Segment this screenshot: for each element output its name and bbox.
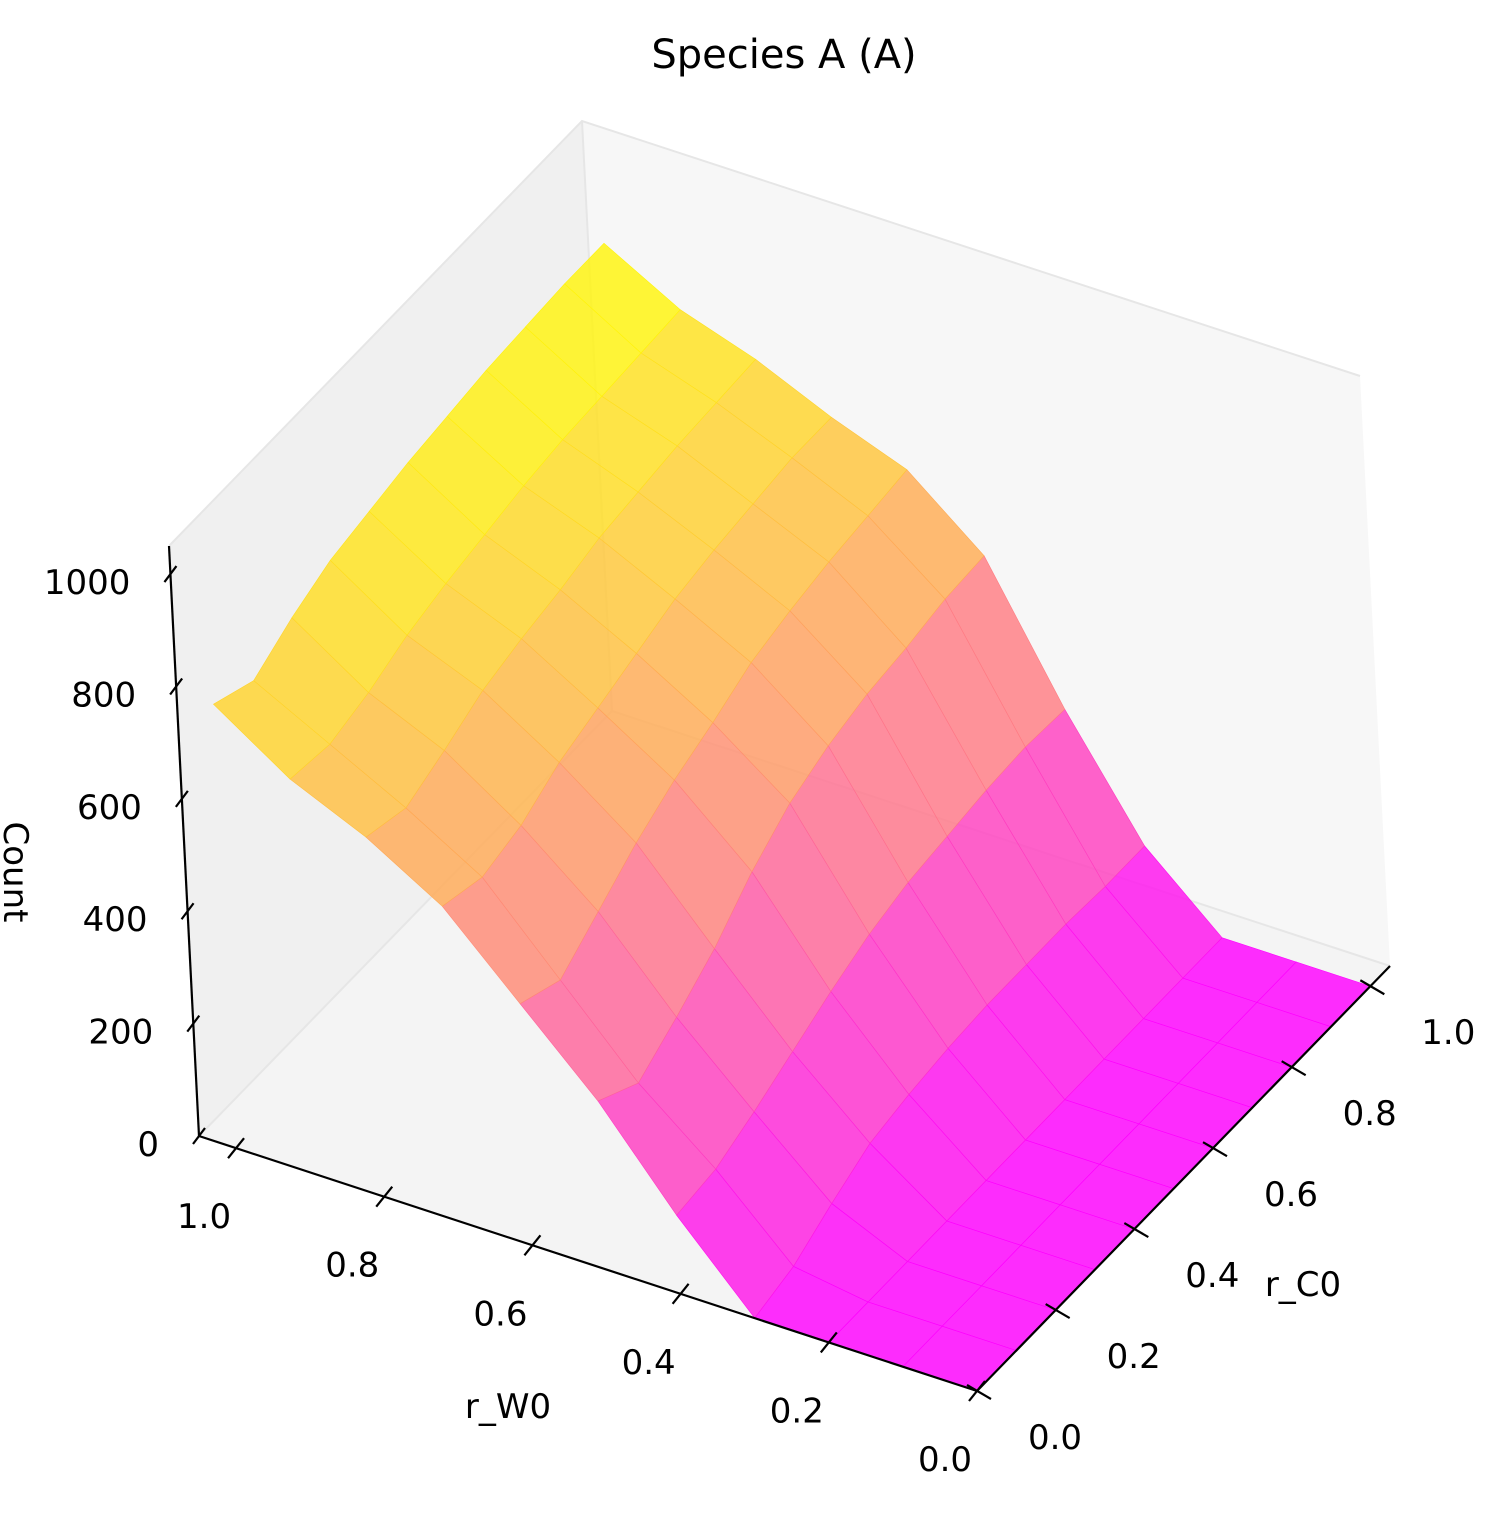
z-tick-mark <box>186 1014 201 1033</box>
y-tick-label: 1.0 <box>1421 1013 1475 1053</box>
y-tick-label: 0.4 <box>1185 1256 1239 1296</box>
z-tick-mark <box>192 1127 206 1145</box>
x-tick-label: 0.2 <box>770 1391 824 1431</box>
z-tick-mark <box>163 565 178 583</box>
z-tick-label: 0 <box>137 1125 159 1165</box>
z-tick-mark <box>180 902 195 920</box>
z-tick-label: 400 <box>83 900 148 940</box>
y-tick-mark <box>1123 1222 1149 1239</box>
x-tick-mark <box>523 1234 542 1256</box>
z-tick-mark <box>174 790 189 808</box>
chart-title: Species A (A) <box>651 32 916 78</box>
z-tick-mark <box>169 677 184 696</box>
y-axis-label: r_C0 <box>1265 1265 1341 1305</box>
x-tick-mark <box>819 1331 838 1354</box>
axes: 0.0 0.2 0.4 0.6 0.8 1.0 0.0 0.2 0.4 0.6 0.8 1.0 0 200… <box>44 545 1475 1480</box>
x-axis-label: r_W0 <box>465 1387 551 1427</box>
z-axis-line <box>167 545 201 1137</box>
y-tick-mark <box>1359 979 1385 996</box>
x-tick-mark <box>671 1283 690 1305</box>
x-tick-label: 0.0 <box>918 1440 972 1480</box>
y-tick-mark <box>1281 1060 1307 1077</box>
z-axis-label: Count <box>0 822 35 923</box>
y-tick-mark <box>966 1384 992 1400</box>
surface-patch <box>213 680 331 780</box>
y-tick-label: 0.0 <box>1028 1418 1082 1458</box>
x-tick-label: 0.6 <box>473 1294 527 1334</box>
z-tick-label: 1000 <box>44 563 131 603</box>
y-tick-mark <box>1045 1303 1071 1319</box>
y-axis-line <box>976 965 1391 1392</box>
x-tick-label: 0.8 <box>325 1246 379 1286</box>
y-tick-label: 0.6 <box>1264 1175 1318 1215</box>
x-tick-mark <box>375 1186 394 1208</box>
z-tick-label: 600 <box>77 788 142 828</box>
x-tick-label: 1.0 <box>177 1197 231 1237</box>
y-tick-label: 0.8 <box>1343 1094 1397 1134</box>
surface-plot <box>213 242 1371 1392</box>
y-tick-label: 0.2 <box>1107 1337 1161 1377</box>
z-tick-label: 200 <box>88 1013 153 1053</box>
x-axis-line <box>198 1134 978 1393</box>
x-tick-label: 0.4 <box>622 1343 676 1383</box>
x-tick-mark <box>227 1137 245 1159</box>
y-tick-mark <box>1202 1141 1228 1158</box>
z-tick-label: 800 <box>71 675 136 715</box>
